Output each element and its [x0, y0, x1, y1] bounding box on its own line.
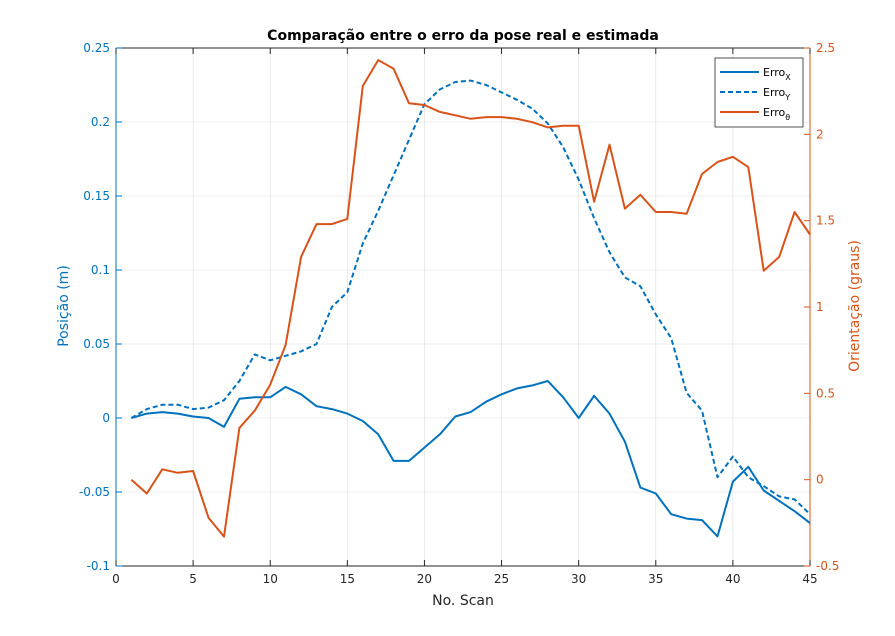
left-y-tick-label: 0.15 [83, 189, 110, 203]
x-tick-label: 10 [263, 572, 278, 586]
legend-entry: Erroθ [763, 106, 790, 122]
left-y-tick-label: -0.1 [87, 559, 110, 573]
left-y-tick-label: -0.05 [79, 485, 110, 499]
left-axis-title: Posição (m) [56, 265, 72, 347]
x-tick-label: 45 [802, 572, 817, 586]
left-y-tick-label: 0.25 [83, 41, 110, 55]
x-tick-label: 5 [189, 572, 197, 586]
right-y-tick-label: 1.5 [816, 214, 835, 228]
left-y-tick-label: 0 [102, 411, 110, 425]
series-line-x [131, 380, 811, 538]
right-y-tick-label: 2.5 [816, 41, 835, 55]
right-y-tick-label: 0.5 [816, 386, 835, 400]
x-tick-label: 15 [340, 572, 355, 586]
right-y-tick-label: -0.5 [816, 559, 839, 573]
x-tick-label: 30 [571, 572, 586, 586]
x-tick-label: 40 [725, 572, 740, 586]
x-tick-label: 35 [648, 572, 663, 586]
x-tick-label: 0 [112, 572, 120, 586]
left-y-tick-label: 0.2 [91, 115, 110, 129]
legend: ErroX ErroY Erroθ [714, 57, 804, 128]
right-axis-title: Orientação (graus) [847, 240, 863, 372]
right-y-tick-label: 1 [816, 300, 824, 314]
chart-title: Comparação entre o erro da pose real e e… [267, 28, 659, 44]
legend-entry: ErroX [763, 66, 791, 82]
x-tick-label: 25 [494, 572, 509, 586]
legend-entry: ErroY [763, 86, 790, 102]
right-y-tick-label: 2 [816, 127, 824, 141]
series-line-theta [130, 59, 811, 538]
plot-area: 0 5 10 15 20 25 30 35 40 45-0.1-0.0500.050.10.150… [79, 41, 839, 586]
left-y-tick-label: 0.05 [83, 337, 110, 351]
series-line-y [130, 79, 811, 515]
right-y-tick-label: 0 [816, 473, 824, 487]
legend-box [714, 57, 804, 128]
x-axis-title: No. Scan [432, 593, 494, 609]
left-y-tick-label: 0.1 [91, 263, 110, 277]
x-tick-label: 20 [417, 572, 432, 586]
plot-background [116, 48, 810, 566]
